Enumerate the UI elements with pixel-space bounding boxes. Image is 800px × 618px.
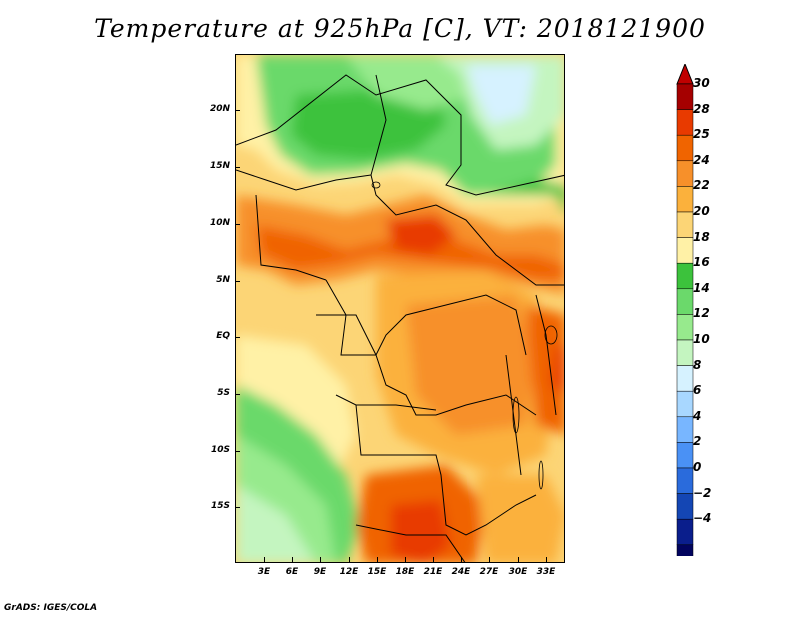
lon-label-15e: 15E: [367, 567, 387, 577]
colorbar-segment: [676, 314, 694, 341]
colorbar-segment: [676, 339, 694, 366]
colorbar-segment: [676, 390, 694, 418]
lat-tick: [235, 281, 240, 282]
colorbar-label: 28: [693, 101, 710, 116]
lat-tick: [235, 451, 240, 452]
lon-tick: [349, 557, 350, 562]
lat-label-15s: 15S: [210, 501, 230, 511]
lon-tick: [433, 557, 434, 562]
field-southeast: [476, 475, 564, 562]
colorbar-label: −4: [693, 511, 712, 526]
colorbar-top-arrow: [676, 64, 694, 85]
lat-label-eq: EQ: [216, 331, 230, 341]
colorbar-label: 20: [693, 204, 710, 218]
lat-tick: [235, 337, 240, 338]
lon-label-9e: 9E: [313, 567, 327, 577]
field-rift-hot: [551, 345, 564, 394]
colorbar-segment: [676, 442, 694, 469]
colorbar-segment: [676, 518, 694, 546]
temperature-map: [235, 54, 565, 563]
colorbar-label: 2: [693, 434, 702, 449]
lon-tick: [377, 557, 378, 562]
lat-tick: [235, 167, 240, 168]
colorbar-segment: [676, 186, 694, 213]
colorbar-label: 16: [693, 255, 710, 270]
lon-label-18e: 18E: [395, 567, 415, 577]
colorbar-segment: [676, 160, 694, 187]
colorbar-segment: [676, 237, 694, 264]
lon-tick: [489, 557, 490, 562]
colorbar: [676, 64, 694, 556]
temperature-field: [236, 55, 564, 562]
lon-tick: [264, 557, 265, 562]
lon-tick: [320, 557, 321, 562]
lat-tick: [235, 110, 240, 111]
colorbar-label: 18: [693, 229, 710, 244]
field-cyan-ne: [466, 65, 536, 125]
field-darkgreen-east: [486, 180, 564, 211]
colorbar-segment: [676, 134, 694, 162]
colorbar-segment: [676, 365, 694, 392]
lat-tick: [235, 507, 240, 508]
colorbar-label: 8: [693, 357, 702, 372]
colorbar-label: −2: [693, 485, 712, 500]
colorbar-segment: [676, 493, 694, 520]
lon-label-6e: 6E: [285, 567, 299, 577]
colorbar-label: 6: [693, 383, 702, 398]
colorbar-label: 10: [693, 332, 710, 346]
lat-label-15n: 15N: [209, 161, 230, 171]
lon-tick: [292, 557, 293, 562]
field-south-hotter: [391, 500, 451, 562]
lon-label-3e: 3E: [257, 567, 271, 577]
lakes: [371, 181, 558, 490]
colorbar-label: 30: [693, 76, 710, 90]
lat-tick: [235, 224, 240, 225]
lon-label-12e: 12E: [339, 567, 359, 577]
lat-label-10s: 10S: [210, 445, 230, 455]
credit-text: GrADS: IGES/COLA: [4, 603, 98, 613]
field-congo-core: [406, 295, 536, 435]
field-redorange-sahel: [256, 225, 564, 280]
lon-label-30e: 30E: [508, 567, 528, 577]
field-coast-pale: [236, 335, 356, 475]
colorbar-label: 0: [693, 460, 702, 474]
colorbar-segment: [676, 544, 694, 556]
lon-label-33e: 33E: [536, 567, 556, 577]
colorbar-segment: [676, 467, 694, 494]
lon-label-24e: 24E: [451, 567, 471, 577]
lat-tick: [235, 394, 240, 395]
field-red-sahel: [386, 215, 456, 255]
lon-label-21e: 21E: [423, 567, 443, 577]
colorbar-label: 14: [693, 280, 710, 295]
colorbar-segment: [676, 83, 694, 110]
colorbar-segment: [676, 211, 694, 238]
colorbar-label: 25: [693, 127, 710, 142]
colorbar-segment: [676, 416, 694, 443]
lat-label-10n: 10N: [209, 218, 230, 228]
colorbar-label: 24: [693, 152, 710, 167]
lon-tick: [546, 557, 547, 562]
colorbar-label: 4: [693, 408, 702, 423]
lon-label-27e: 27E: [479, 567, 499, 577]
lat-label-5n: 5N: [216, 275, 230, 285]
lat-label-20n: 20N: [209, 104, 230, 114]
lon-tick: [461, 557, 462, 562]
colorbar-label: 12: [693, 306, 710, 321]
colorbar-segment: [676, 262, 694, 290]
lat-label-5s: 5S: [217, 388, 230, 398]
colorbar-label: 22: [693, 178, 710, 193]
map-title: Temperature at 925hPa [C], VT: 201812190…: [94, 14, 706, 43]
country-borders: [236, 74, 564, 562]
lon-tick: [518, 557, 519, 562]
colorbar-segment: [676, 109, 694, 136]
lon-tick: [405, 557, 406, 562]
colorbar-segment: [676, 288, 694, 315]
field-palegreen-southwest: [236, 485, 315, 562]
